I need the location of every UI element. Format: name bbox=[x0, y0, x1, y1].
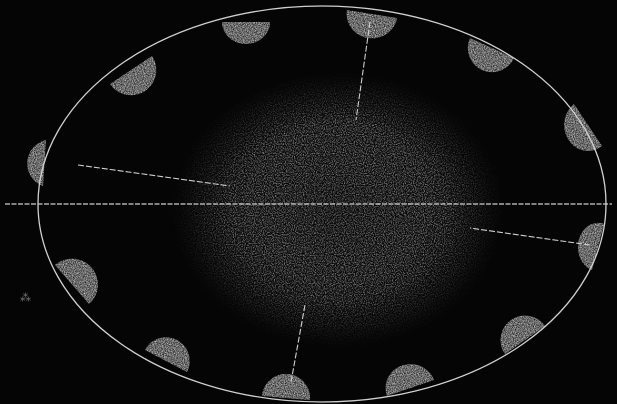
central-core bbox=[243, 120, 433, 290]
radius-line bbox=[290, 304, 306, 383]
radius-lines bbox=[77, 21, 591, 383]
phase-disc bbox=[500, 315, 545, 354]
phase-disc bbox=[385, 364, 434, 396]
ellipse-orbit bbox=[37, 5, 607, 403]
radius-line bbox=[469, 227, 591, 246]
phase-disc bbox=[577, 222, 604, 270]
radius-line bbox=[355, 21, 371, 121]
phase-disc bbox=[467, 38, 514, 73]
phase-disc bbox=[27, 140, 46, 186]
phase-disc bbox=[346, 10, 397, 39]
moon-phase-discs bbox=[27, 10, 604, 400]
margin-mark: ⁂ bbox=[20, 291, 31, 304]
phase-disc bbox=[564, 104, 602, 151]
phase-disc bbox=[55, 258, 98, 304]
phase-disc bbox=[262, 373, 311, 400]
phase-disc bbox=[222, 22, 270, 44]
phase-disc bbox=[145, 337, 190, 372]
phase-disc bbox=[110, 56, 157, 96]
radius-line bbox=[77, 164, 231, 187]
